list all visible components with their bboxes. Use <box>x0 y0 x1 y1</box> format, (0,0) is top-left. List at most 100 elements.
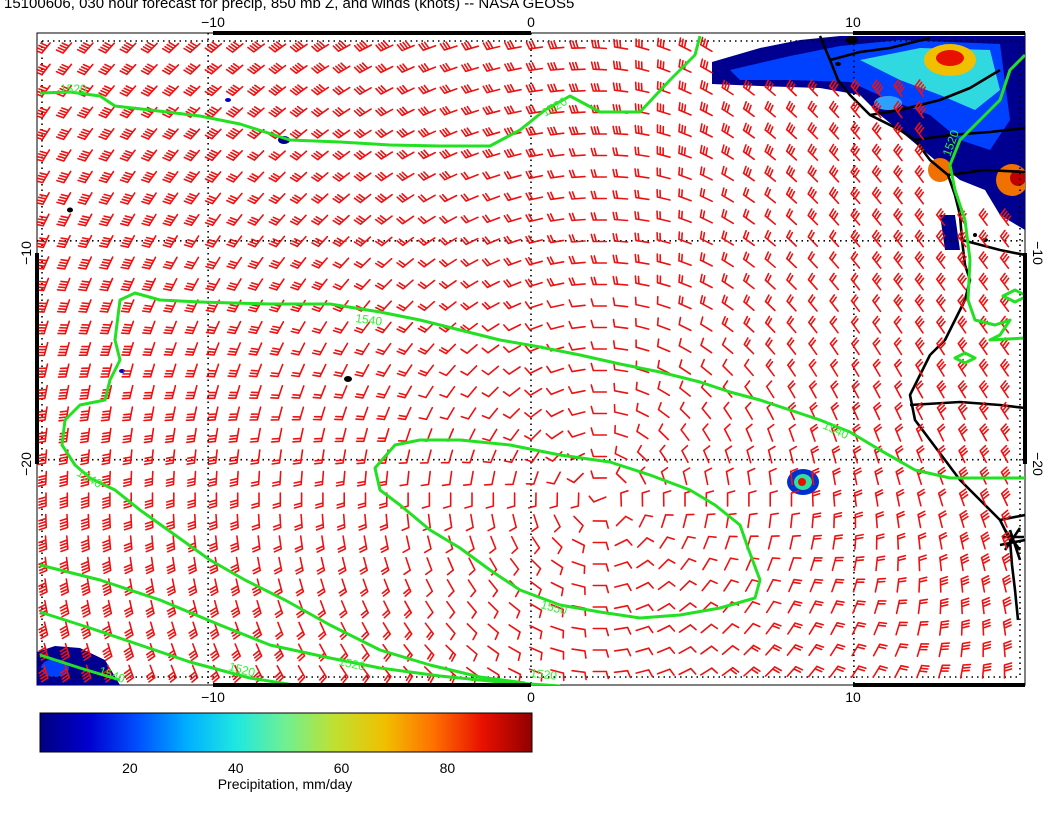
wind-barb <box>230 600 241 618</box>
wind-barb <box>525 278 543 288</box>
wind-barb <box>524 301 543 309</box>
wind-barb <box>999 251 1010 269</box>
wind-barb <box>850 294 861 312</box>
wind-barb <box>743 644 761 656</box>
wind-barb <box>166 492 175 509</box>
wind-barb <box>98 63 115 76</box>
wind-barb <box>659 536 675 549</box>
wind-barb <box>979 444 990 464</box>
wind-barb <box>894 402 903 421</box>
wind-barb <box>850 122 861 140</box>
wind-barb <box>549 492 559 509</box>
wind-barb <box>504 62 522 72</box>
wind-barb <box>401 513 410 531</box>
wind-barb <box>503 214 522 223</box>
wind-barb <box>743 337 755 355</box>
wind-barb <box>339 600 348 619</box>
wind-barb <box>721 101 734 117</box>
precip-isolated-cell-core <box>798 478 806 486</box>
wind-barb <box>960 553 970 572</box>
wind-barb <box>273 535 282 553</box>
wind-barb <box>312 406 326 421</box>
wind-barb <box>1003 662 1013 679</box>
wind-barb <box>893 315 903 334</box>
wind-barb <box>742 144 755 161</box>
wind-barb <box>917 510 926 529</box>
wind-barb <box>871 229 882 248</box>
wind-barb <box>37 192 50 205</box>
wind-barb <box>76 42 94 54</box>
wind-barb <box>439 258 457 268</box>
wind-barb <box>590 319 608 329</box>
wind-barb <box>467 579 477 598</box>
wind-barb <box>830 380 839 399</box>
wind-barb <box>337 535 347 553</box>
wind-barb <box>140 85 158 97</box>
wind-barb <box>590 470 608 479</box>
wind-barb <box>893 229 903 248</box>
colorbar-ramp <box>39 712 533 753</box>
wind-barb <box>568 255 586 265</box>
wind-barb <box>461 449 475 464</box>
wind-barb <box>418 106 437 116</box>
wind-barb <box>503 323 522 332</box>
wind-barb <box>270 385 284 399</box>
wind-barb <box>290 299 306 313</box>
wind-barb <box>721 208 734 225</box>
wind-barb <box>227 342 241 356</box>
wind-barb <box>440 449 454 464</box>
wind-barb <box>699 123 713 138</box>
wind-barb <box>375 128 394 139</box>
wind-barb <box>204 106 222 118</box>
wind-barb <box>700 316 713 332</box>
wind-barb <box>807 165 819 183</box>
wind-barb <box>247 214 264 226</box>
wind-barb <box>1003 640 1013 658</box>
wind-barb <box>743 358 754 377</box>
wind-barb <box>77 256 93 270</box>
wind-barb <box>510 535 519 554</box>
wind-barb <box>332 172 351 182</box>
wind-barb <box>124 599 134 618</box>
wind-barb <box>102 578 112 596</box>
wind-barb <box>914 208 925 226</box>
wind-barb <box>467 601 477 619</box>
wind-barb <box>339 665 349 684</box>
wind-barb <box>120 277 135 292</box>
wind-barb <box>893 79 905 97</box>
wind-barb <box>396 300 414 312</box>
wind-barb <box>292 427 304 443</box>
wind-barb <box>957 229 967 248</box>
wind-barb <box>417 194 436 203</box>
wind-barb <box>247 41 265 53</box>
wind-barb <box>957 272 967 291</box>
wind-barb <box>375 321 392 334</box>
wind-barb <box>525 235 543 244</box>
wind-barb <box>634 124 650 136</box>
wind-barb <box>765 358 775 377</box>
wind-barb <box>376 428 390 442</box>
wind-barb <box>699 58 713 74</box>
wind-barb <box>503 148 522 158</box>
wind-barb <box>270 427 283 443</box>
wind-barb <box>764 251 776 268</box>
wind-barb <box>403 600 413 619</box>
wind-barb <box>704 467 713 486</box>
wind-barb <box>417 149 436 160</box>
wind-barb <box>702 423 711 442</box>
wind-barb <box>567 430 586 438</box>
wind-barb <box>829 337 839 356</box>
wind-barb <box>914 79 926 97</box>
wind-barb <box>916 488 926 507</box>
wind-barb <box>311 321 328 334</box>
wind-barb <box>37 170 51 184</box>
wind-barb <box>916 643 930 657</box>
wind-barb <box>140 41 158 54</box>
wind-barb <box>289 105 308 118</box>
wind-barb <box>225 106 244 118</box>
wind-barb <box>612 297 629 308</box>
wind-barb <box>396 364 413 377</box>
wind-barb <box>119 192 136 205</box>
wind-barb <box>721 79 734 96</box>
wind-barb <box>481 365 500 376</box>
